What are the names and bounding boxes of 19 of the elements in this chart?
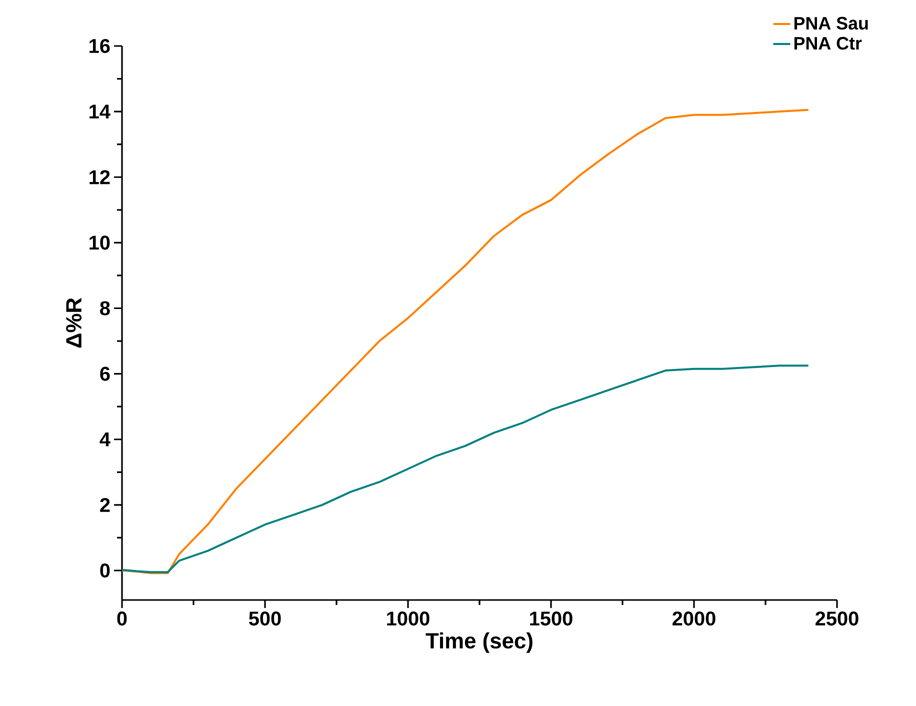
y-axis-title: Δ%R [66, 298, 82, 348]
legend-label: PNA Ctr [794, 36, 862, 50]
y-tick-label: 6 [100, 366, 110, 381]
y-tick-label: 14 [90, 104, 110, 118]
x-axis-title: Time (sec) [426, 632, 532, 653]
y-tick-label: 4 [100, 432, 110, 446]
y-tick-label: 2 [100, 498, 110, 512]
y-tick-label: 16 [90, 38, 110, 54]
y-tick-label: 0 [100, 563, 110, 578]
y-tick-label: 10 [90, 236, 110, 250]
y-tick-label: 12 [90, 170, 110, 184]
x-tick-label: 500 [248, 611, 281, 626]
x-tick-label: 1500 [530, 611, 572, 626]
legend-label: PNA Sau [794, 16, 868, 30]
x-tick-label: 2500 [816, 611, 858, 626]
y-tick-label: 8 [100, 301, 110, 316]
x-tick-label: 0 [117, 611, 127, 626]
x-tick-label: 1000 [387, 611, 430, 626]
x-tick-label: 2000 [672, 611, 716, 626]
